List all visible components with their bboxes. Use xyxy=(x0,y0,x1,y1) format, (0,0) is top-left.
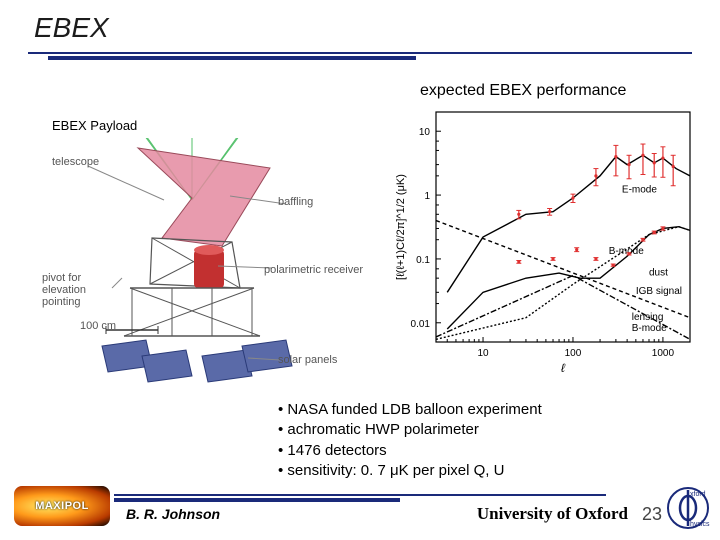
bullet-text: sensitivity: 0. 7 μK per pixel Q, U xyxy=(287,462,504,479)
bullet-list: • NASA funded LDB balloon experiment • a… xyxy=(278,400,542,481)
svg-text:100: 100 xyxy=(565,348,582,359)
ann-receiver: polarimetric receiver xyxy=(264,264,363,276)
bullet-text: 1476 detectors xyxy=(287,442,386,459)
ann-baffling: baffling xyxy=(278,196,313,208)
slide-title: EBEX xyxy=(34,12,109,44)
bullet-text: achromatic HWP polarimeter xyxy=(287,421,478,438)
ann-panels: solar panels xyxy=(278,354,337,366)
list-item: • NASA funded LDB balloon experiment xyxy=(278,400,542,420)
author-name: B. R. Johnson xyxy=(126,506,220,522)
performance-chart: 10 100 1000 0.01 0.1 1 10 ℓ [ℓ(ℓ+1)Cℓ/2π]^1/2 (μ… xyxy=(390,104,698,372)
maxipol-logo: MAXIPOL xyxy=(14,486,110,526)
svg-text:1000: 1000 xyxy=(652,348,675,359)
svg-text:0.01: 0.01 xyxy=(411,319,431,330)
title-rule-thick xyxy=(48,56,416,60)
svg-text:dust: dust xyxy=(649,268,668,279)
svg-text:B-mode: B-mode xyxy=(609,246,644,257)
page-number: 23 xyxy=(642,504,662,525)
chart-caption: expected EBEX performance xyxy=(420,82,626,100)
svg-text:lensing: lensing xyxy=(632,312,664,323)
list-item: • achromatic HWP polarimeter xyxy=(278,420,542,440)
payload-label: EBEX Payload xyxy=(52,118,137,133)
logo-text-top: xford xyxy=(690,491,706,498)
university-name: University of Oxford xyxy=(477,504,628,524)
ann-scale: 100 cm xyxy=(80,320,116,332)
svg-text:B-mode: B-mode xyxy=(632,323,667,334)
footer-rule-thick xyxy=(114,498,400,502)
footer-rule xyxy=(114,494,606,496)
svg-text:E-mode: E-mode xyxy=(622,184,657,195)
svg-text:[ℓ(ℓ+1)Cℓ/2π]^1/2 (μK): [ℓ(ℓ+1)Cℓ/2π]^1/2 (μK) xyxy=(395,174,407,280)
ann-telescope: telescope xyxy=(52,156,99,168)
slide-footer: MAXIPOL B. R. Johnson University of Oxfo… xyxy=(0,480,720,540)
oxford-physics-logo: xford hysics xyxy=(666,486,710,530)
title-rule xyxy=(28,52,692,54)
list-item: • sensitivity: 0. 7 μK per pixel Q, U xyxy=(278,461,542,481)
bullet-text: NASA funded LDB balloon experiment xyxy=(287,401,541,418)
svg-text:10: 10 xyxy=(419,127,431,138)
svg-text:10: 10 xyxy=(477,348,489,359)
ann-pivot: pivot for elevation pointing xyxy=(42,272,122,308)
svg-text:0.1: 0.1 xyxy=(416,255,430,266)
logo-text-bot: hysics xyxy=(690,521,710,528)
svg-text:1: 1 xyxy=(424,191,430,202)
svg-text:ℓ: ℓ xyxy=(561,361,566,372)
svg-text:IGB signal: IGB signal xyxy=(636,286,682,297)
list-item: • 1476 detectors xyxy=(278,441,542,461)
